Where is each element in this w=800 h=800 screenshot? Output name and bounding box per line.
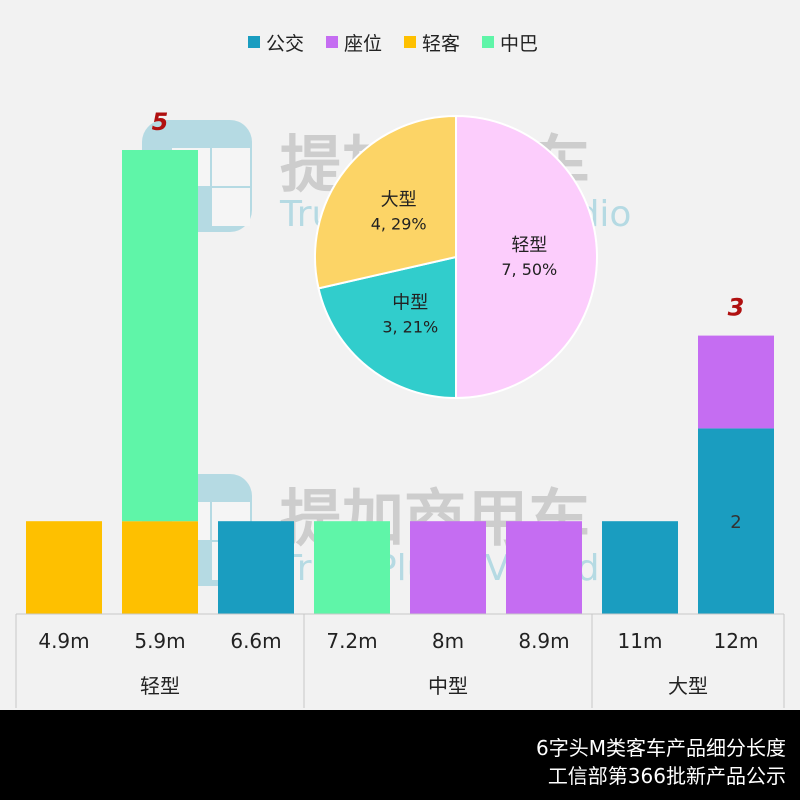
group-label: 轻型	[140, 674, 180, 698]
legend-label: 轻客	[422, 33, 460, 55]
bar-5.9m-中巴	[122, 150, 198, 522]
bar-pie-chart: 提加商用车TruckPlus CV studio提加商用车TruckPlus C…	[15, 33, 785, 708]
pie-slice-中型	[317, 255, 457, 400]
pie-label-name: 大型	[381, 189, 417, 210]
bar-11m-公交	[602, 521, 678, 614]
watermark-badge-square	[212, 188, 250, 226]
bar-8m-座位	[410, 521, 486, 614]
pie-label-name: 轻型	[511, 235, 547, 256]
bar-7.2m-中巴	[314, 521, 390, 614]
x-tick-label: 4.9m	[38, 629, 89, 653]
legend-swatch	[326, 36, 338, 48]
x-tick-label: 6.6m	[230, 629, 281, 653]
x-tick-label: 11m	[618, 629, 663, 653]
x-tick-label: 5.9m	[134, 629, 185, 653]
group-label: 中型	[428, 674, 468, 698]
caption-line-1: 6字头M类客车产品细分长度	[536, 736, 786, 760]
bar-4.9m-轻客	[26, 521, 102, 614]
legend-swatch	[248, 36, 260, 48]
pie-label-value: 4, 29%	[371, 214, 427, 233]
x-tick-label: 8m	[432, 629, 464, 653]
bar-12m-公交	[698, 428, 774, 614]
x-tick-label: 12m	[714, 629, 759, 653]
bar-12m-座位	[698, 335, 774, 429]
legend-label: 座位	[344, 33, 382, 55]
bar-6.6m-公交	[218, 521, 294, 614]
data-label: 2	[730, 512, 741, 533]
bar-8.9m-座位	[506, 521, 582, 614]
caption-footer: 6字头M类客车产品细分长度 工信部第366批新产品公示	[0, 710, 800, 800]
legend-swatch	[482, 36, 494, 48]
legend-swatch	[404, 36, 416, 48]
watermark-badge-square	[212, 148, 250, 186]
x-tick-label: 7.2m	[326, 629, 377, 653]
group-label: 大型	[668, 674, 708, 698]
caption-line-2: 工信部第366批新产品公示	[547, 764, 786, 788]
pie-slice-大型	[314, 114, 457, 290]
pie-slice-轻型	[455, 114, 598, 400]
legend-label: 中巴	[500, 33, 538, 55]
total-label: 5	[152, 108, 169, 136]
pie-label-name: 中型	[392, 292, 428, 313]
bar-5.9m-轻客	[122, 521, 198, 614]
pie-label-value: 3, 21%	[382, 317, 438, 336]
total-label: 3	[728, 294, 745, 322]
legend-label: 公交	[266, 33, 304, 55]
pie-label-value: 7, 50%	[501, 260, 557, 279]
x-tick-label: 8.9m	[518, 629, 569, 653]
